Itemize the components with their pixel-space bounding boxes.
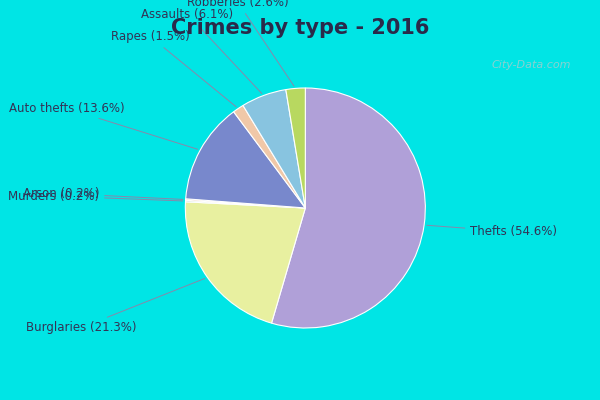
Wedge shape (185, 112, 305, 208)
Text: Arson (0.2%): Arson (0.2%) (23, 187, 183, 200)
Text: Crimes by type - 2016: Crimes by type - 2016 (171, 18, 429, 38)
Text: Auto thefts (13.6%): Auto thefts (13.6%) (9, 102, 197, 149)
Text: Rapes (1.5%): Rapes (1.5%) (111, 30, 236, 107)
Text: Murders (0.2%): Murders (0.2%) (8, 190, 183, 202)
Wedge shape (185, 202, 305, 323)
Wedge shape (185, 199, 305, 208)
Wedge shape (272, 88, 425, 328)
Wedge shape (243, 90, 305, 208)
Wedge shape (233, 106, 305, 208)
Wedge shape (286, 88, 305, 208)
Text: Thefts (54.6%): Thefts (54.6%) (427, 225, 557, 238)
Text: City-Data.com: City-Data.com (492, 60, 571, 70)
Text: Robberies (2.6%): Robberies (2.6%) (187, 0, 294, 86)
Wedge shape (185, 200, 305, 208)
Text: Assaults (6.1%): Assaults (6.1%) (142, 8, 262, 94)
Text: Burglaries (21.3%): Burglaries (21.3%) (26, 278, 205, 334)
